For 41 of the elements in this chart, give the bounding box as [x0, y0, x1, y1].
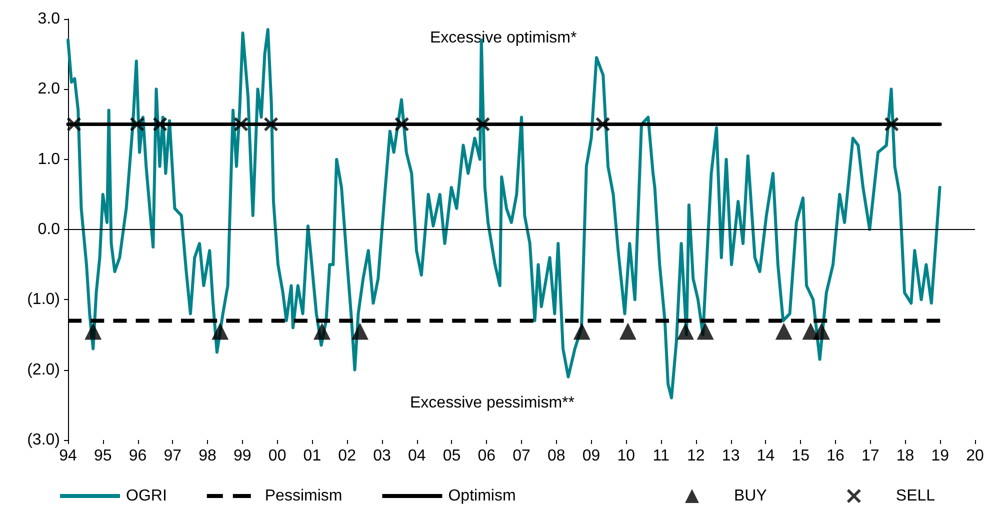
- x-tick-label: 00: [268, 448, 286, 464]
- x-tick-label: 06: [478, 448, 496, 464]
- x-tick-label: 95: [94, 448, 112, 464]
- x-tick-label: 10: [617, 448, 636, 464]
- x-tick-label: 03: [373, 448, 391, 464]
- x-tick-label: 99: [234, 448, 252, 464]
- y-tick-label: 1.0: [38, 150, 60, 168]
- x-tick-label: 15: [792, 448, 810, 464]
- x-tick-label: 98: [198, 448, 217, 464]
- x-tick-label: 02: [338, 448, 356, 464]
- y-tick-label: 0.0: [38, 221, 60, 238]
- annotation: Excessive pessimism**: [410, 394, 574, 412]
- y-tick-label: 3.0: [38, 10, 60, 28]
- x-tick-label: 07: [512, 448, 530, 464]
- x-tick-label: 94: [59, 448, 77, 464]
- y-tick-label: (2.0): [27, 361, 60, 378]
- legend-label: Optimism: [448, 488, 516, 504]
- x-tick-label: 17: [861, 448, 880, 464]
- x-tick-label: 19: [931, 448, 950, 464]
- y-tick-label: 2.0: [38, 80, 60, 98]
- x-tick-label: 20: [966, 448, 984, 464]
- x-tick-label: 01: [303, 448, 322, 464]
- x-tick-label: 96: [128, 448, 147, 464]
- legend-label: BUY: [734, 488, 768, 504]
- legend-label: SELL: [896, 488, 936, 504]
- y-tick-label: (3.0): [27, 432, 60, 448]
- x-tick-label: 09: [582, 448, 600, 464]
- legend-label: OGRI: [126, 488, 167, 504]
- x-tick-label: 97: [164, 448, 182, 464]
- x-tick-label: 11: [652, 448, 670, 464]
- legend-label: Pessimism: [264, 488, 342, 504]
- x-tick-label: 16: [826, 448, 844, 464]
- x-tick-label: 12: [687, 448, 705, 464]
- x-tick-label: 05: [442, 448, 461, 464]
- x-tick-label: 13: [722, 448, 740, 464]
- x-tick-label: 04: [408, 448, 426, 464]
- x-tick-label: 14: [756, 448, 775, 464]
- annotation: Excessive optimism*: [430, 30, 577, 46]
- x-tick-label: 18: [896, 448, 914, 464]
- x-tick-label: 08: [547, 448, 566, 464]
- y-tick-label: (1.0): [27, 291, 60, 308]
